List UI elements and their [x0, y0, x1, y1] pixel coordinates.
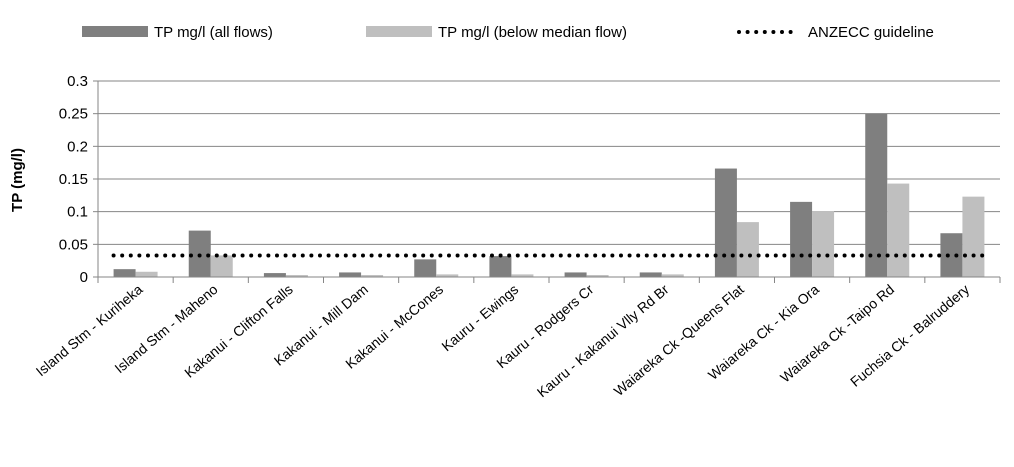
bar-below-median [736, 222, 759, 277]
bar-all-flows [940, 233, 963, 277]
bar-all-flows [414, 259, 437, 277]
legend-swatch [366, 26, 432, 37]
bar-below-median [210, 255, 233, 277]
bar-below-median [135, 271, 158, 277]
bar-all-flows [639, 272, 662, 277]
y-tick-label: 0.15 [59, 171, 88, 188]
bar-all-flows [489, 256, 512, 277]
legend-label: ANZECC guideline [808, 24, 934, 41]
legend-item: TP mg/l (all flows) [82, 24, 273, 41]
legend-label: TP mg/l (all flows) [154, 24, 273, 41]
axes [93, 80, 1001, 283]
y-axis-label: TP (mg/l) [9, 148, 26, 212]
bar-all-flows [865, 113, 888, 278]
bars [113, 113, 985, 278]
bar-below-median [511, 274, 534, 277]
bar-all-flows [564, 272, 587, 277]
legend-item: TP mg/l (below median flow) [366, 24, 627, 41]
x-tick-label: Fuchsia Ck - Balruddery [847, 281, 972, 390]
y-tick-label: 0.05 [59, 236, 88, 253]
bar-below-median [586, 275, 609, 277]
x-tick-label: Kauru - Ewings [438, 281, 521, 354]
x-tick-label: Waiareka Ck -Queens Flat [611, 281, 747, 399]
bar-all-flows [790, 201, 813, 277]
bar-all-flows [339, 272, 362, 277]
legend-swatch [82, 26, 148, 37]
y-tick-label: 0.2 [67, 138, 88, 155]
bar-below-median [812, 211, 835, 277]
y-tick-labels: 0 0.05 0.1 0.15 0.2 0.25 0.3 [59, 73, 88, 286]
bar-all-flows [714, 168, 737, 277]
bar-all-flows [263, 273, 286, 277]
gridlines [98, 80, 1000, 245]
y-tick-label: 0 [80, 269, 88, 286]
legend: TP mg/l (all flows) TP mg/l (below median… [82, 24, 934, 41]
bar-below-median [436, 274, 459, 277]
legend-label: TP mg/l (below median flow) [438, 24, 627, 41]
bar-below-median [661, 274, 684, 277]
bar-below-median [361, 275, 384, 277]
legend-item: ANZECC guideline [737, 24, 934, 41]
bar-below-median [887, 183, 910, 277]
y-tick-label: 0.1 [67, 204, 88, 221]
y-tick-label: 0.3 [67, 73, 88, 90]
bar-below-median [962, 196, 985, 277]
x-tick-label: Kauru - Kakanui Vlly Rd Br [534, 281, 672, 401]
bar-below-median [285, 275, 308, 277]
y-tick-label: 0.25 [59, 106, 88, 123]
bar-all-flows [113, 269, 136, 277]
